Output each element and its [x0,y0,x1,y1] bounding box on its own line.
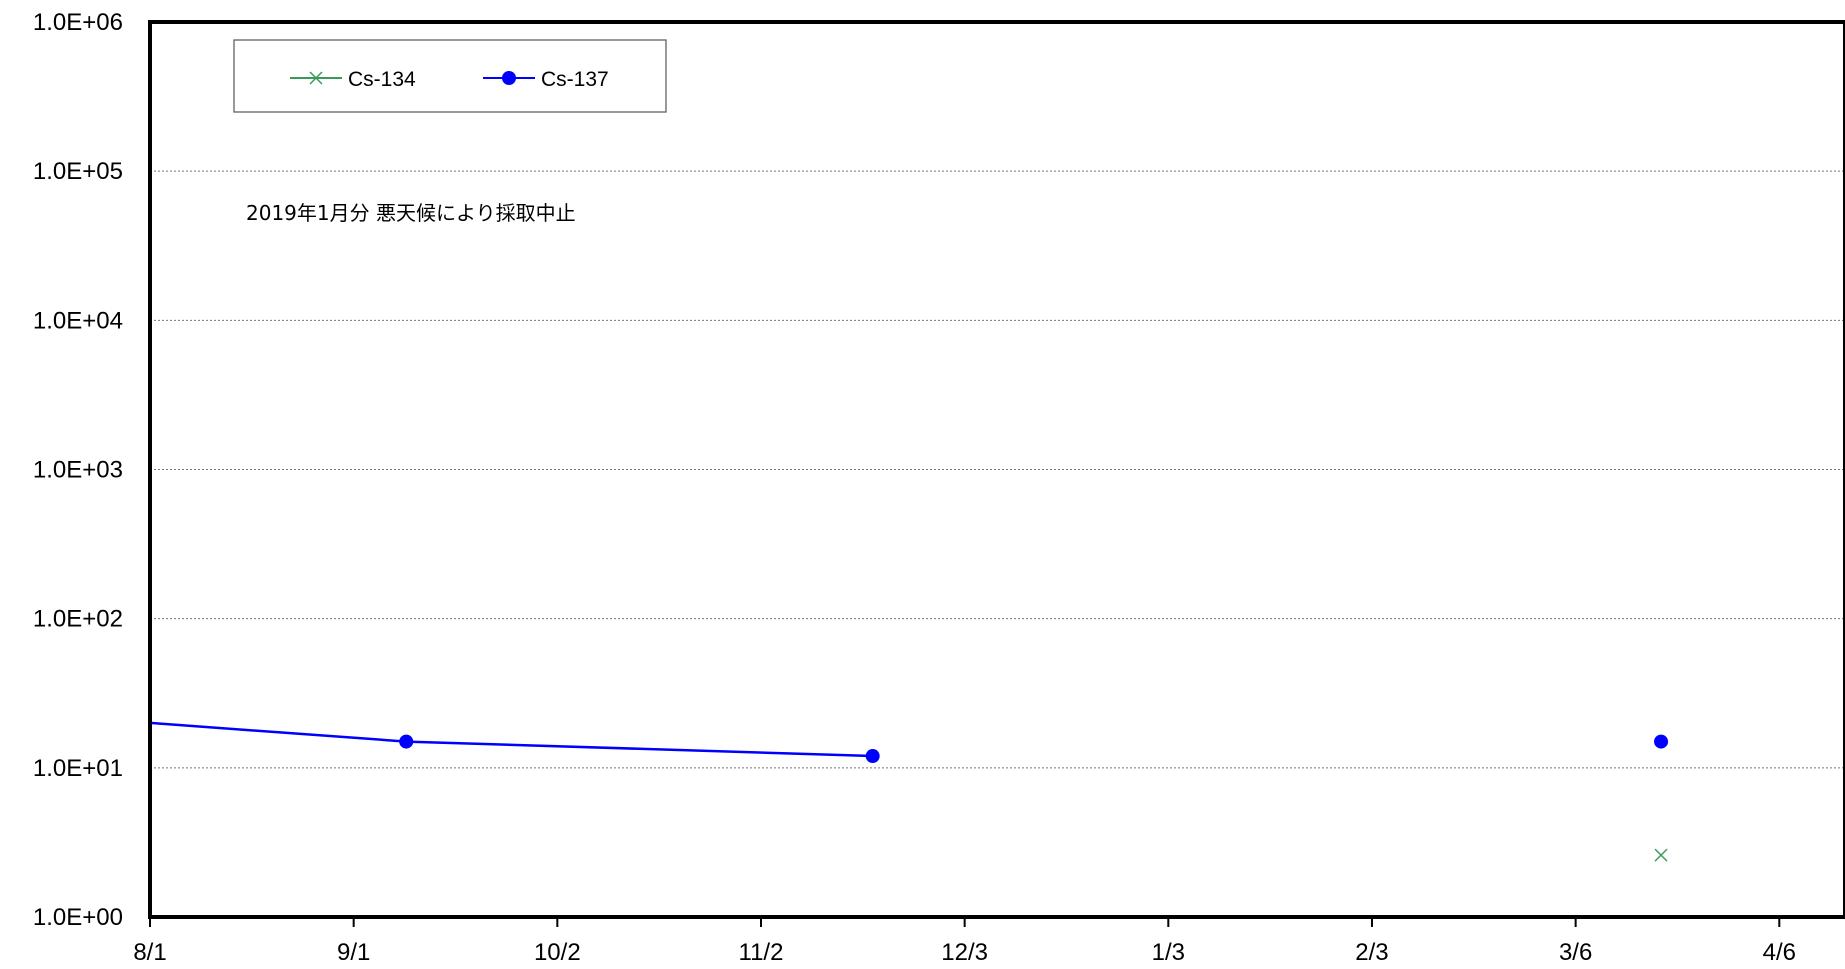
gridlines [150,170,1845,769]
data-point-cs-137 [1654,734,1669,749]
legend-marker-cs-134 [309,71,323,85]
x-tick-label: 11/2 [739,939,784,966]
y-tick-label: 1.0E+04 [33,307,123,334]
series-line-cs-137 [149,721,873,758]
x-tick-label: 4/6 [1763,939,1796,966]
x-tick-label: 2/3 [1355,939,1388,966]
y-tick-label: 1.0E+03 [33,457,123,484]
legend: Cs-134 Cs-137 [233,39,667,113]
legend-marker-cs-137 [502,71,516,85]
x-tick-label: 10/2 [534,939,581,966]
x-tick-label: 3/6 [1559,939,1592,966]
x-tick-label: 1/3 [1152,939,1185,966]
series-layer [149,721,1669,862]
x-axis-ticks: 8/1 9/1 10/2 11/2 12/3 1/3 2/3 3/6 4/6 [133,917,1796,966]
annotation-note: 2019年1月分 悪天候により採取中止 [246,201,576,225]
x-tick-label: 9/1 [337,939,370,966]
y-tick-label: 1.0E+05 [33,158,123,185]
data-point-cs-134 [1654,848,1668,862]
legend-label: Cs-137 [541,68,609,91]
legend-item-cs-137: Cs-137 [483,68,609,91]
y-axis-ticks: 1.0E+00 1.0E+01 1.0E+02 1.0E+03 1.0E+04 1.0E+… [33,9,123,931]
series-cs-137 [149,721,1669,764]
series-cs-134 [1654,848,1668,862]
legend-box [233,39,667,113]
y-tick-label: 1.0E+00 [33,904,123,931]
data-point-cs-137 [865,749,880,764]
y-tick-label: 1.0E+06 [33,9,123,36]
plot-area-frame [148,20,1845,919]
legend-item-cs-134: Cs-134 [290,68,416,91]
legend-label: Cs-134 [348,68,416,91]
y-tick-label: 1.0E+02 [33,606,123,633]
data-point-cs-137 [399,734,414,749]
x-tick-label: 12/3 [941,939,988,966]
y-tick-label: 1.0E+01 [33,755,123,782]
x-tick-label: 8/1 [133,939,166,966]
